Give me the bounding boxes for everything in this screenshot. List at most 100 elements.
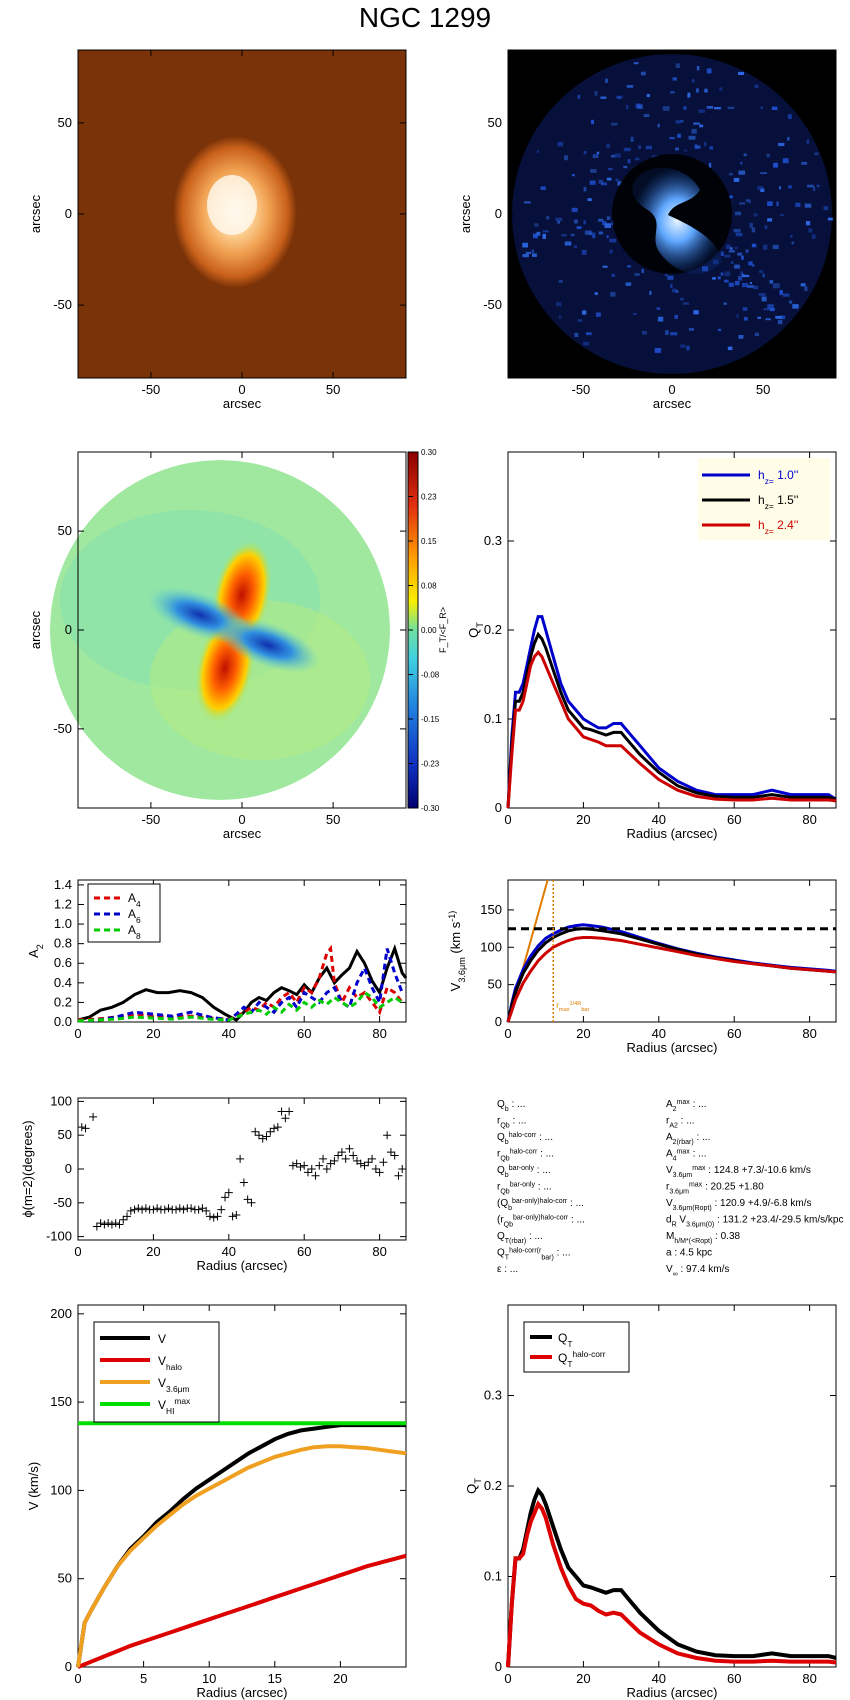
y-tick-label: 0 bbox=[495, 1014, 502, 1029]
residual-speckle bbox=[763, 244, 768, 250]
x-tick-label: 80 bbox=[372, 1244, 386, 1259]
residual-speckle bbox=[675, 147, 679, 151]
x-tick-label: -50 bbox=[141, 382, 160, 397]
residual-speckle bbox=[571, 174, 575, 177]
panel-qt-profiles: 0 20 40 60 80 0 0.1 0.2 0.3 Radius (arcsec) QT hz= … bbox=[466, 451, 837, 841]
residual-speckle bbox=[582, 310, 587, 315]
residual-speckle bbox=[606, 216, 611, 220]
phase-point bbox=[209, 1213, 218, 1222]
phase-point bbox=[123, 1212, 132, 1221]
y-tick-label: 100 bbox=[480, 939, 502, 954]
residual-speckle bbox=[761, 296, 767, 302]
x-axis-label: arcsec bbox=[653, 396, 692, 411]
x-axis-label: Radius (arcsec) bbox=[196, 1258, 287, 1273]
panel-residual-image: -50 0 50 -50 0 50 arcsec arcsec bbox=[458, 49, 837, 411]
info-left-line: QT(rbar) : ... bbox=[497, 1231, 543, 1245]
residual-speckle bbox=[730, 261, 734, 264]
info-right-column: A2max : ... rA2 : ... A2(rbar) : ... A4max … bbox=[666, 1099, 843, 1278]
phase-point bbox=[175, 1204, 184, 1213]
plot-frame bbox=[77, 879, 407, 1023]
residual-speckle bbox=[728, 172, 733, 176]
y-axis-label: ϕ(m=2)(degrees) bbox=[20, 1120, 35, 1217]
residual-speckle bbox=[608, 167, 613, 171]
residual-speckle bbox=[694, 144, 698, 149]
residual-speckle bbox=[699, 124, 704, 128]
info-right-line: rA2 : ... bbox=[666, 1116, 695, 1130]
residual-speckle bbox=[696, 66, 700, 71]
residual-speckle bbox=[717, 276, 721, 280]
phase-point bbox=[119, 1215, 128, 1224]
phase-point bbox=[134, 1204, 143, 1213]
legend-label: hz= 1.5'' bbox=[758, 493, 798, 511]
x-tick-label: 20 bbox=[333, 1671, 347, 1686]
info-right-line: V∞ : 97.4 km/s bbox=[666, 1264, 729, 1278]
residual-speckle bbox=[651, 155, 658, 158]
x-tick-label: 0 bbox=[238, 382, 245, 397]
phase-point bbox=[349, 1151, 358, 1160]
phase-point bbox=[288, 1161, 297, 1170]
residual-speckle bbox=[630, 136, 634, 142]
info-right-line: A2max : ... bbox=[666, 1099, 706, 1113]
residual-speckle bbox=[627, 159, 631, 164]
residual-speckle bbox=[625, 282, 632, 286]
residual-speckle bbox=[728, 250, 735, 253]
residual-speckle bbox=[754, 332, 759, 336]
x-tick-label: 10 bbox=[202, 1671, 216, 1686]
legend-label: hz= 1.0'' bbox=[758, 468, 798, 486]
residual-speckle bbox=[674, 315, 678, 319]
residual-speckle bbox=[645, 145, 652, 150]
residual-speckle bbox=[589, 180, 596, 185]
residual-speckle bbox=[792, 304, 799, 309]
residual-speckle bbox=[706, 106, 714, 109]
residual-speckle bbox=[777, 319, 783, 325]
y-tick-label: 0.1 bbox=[484, 711, 502, 726]
residual-speckle bbox=[736, 314, 739, 318]
phase-point bbox=[232, 1210, 241, 1219]
y-tick-label: 50 bbox=[58, 1571, 72, 1586]
y-tick-label: 50 bbox=[488, 115, 502, 130]
residual-speckle bbox=[590, 169, 597, 173]
residual-speckle bbox=[765, 318, 771, 321]
y-axis-label: QT bbox=[466, 622, 485, 638]
residual-speckle bbox=[688, 135, 696, 140]
x-tick-label: 80 bbox=[802, 1671, 816, 1686]
info-left-line: Qbhalo-corr : ... bbox=[497, 1132, 553, 1146]
residual-speckle bbox=[739, 202, 746, 205]
residual-speckle bbox=[734, 211, 741, 216]
residual-speckle bbox=[729, 195, 733, 199]
legend-label: A6 bbox=[128, 907, 141, 925]
info-left-column: Qb : ... rQb : ... Qbhalo-corr : ... rQbhal… bbox=[497, 1099, 585, 1275]
residual-speckle bbox=[557, 141, 564, 147]
y-tick-label: 1.4 bbox=[54, 877, 72, 892]
phase-point bbox=[273, 1123, 282, 1132]
colorbar-tick-label: -0.08 bbox=[421, 671, 440, 680]
residual-speckle bbox=[571, 207, 578, 213]
residual-speckle bbox=[733, 228, 741, 233]
residual-speckle bbox=[672, 77, 677, 81]
fourier-series-line bbox=[77, 944, 404, 1022]
x-tick-label: 0 bbox=[74, 1671, 81, 1686]
torque-blue-lobe-right bbox=[215, 617, 321, 673]
residual-speckle bbox=[752, 264, 755, 267]
phase-point bbox=[322, 1165, 331, 1173]
phase-point bbox=[111, 1219, 120, 1228]
residual-speckle bbox=[675, 63, 680, 68]
phase-point bbox=[236, 1154, 245, 1163]
phase-point bbox=[149, 1205, 158, 1214]
residual-speckle bbox=[771, 106, 778, 110]
residual-speckle bbox=[600, 96, 607, 99]
y-axis-label: QT bbox=[464, 1478, 483, 1494]
y-tick-label: 0.2 bbox=[54, 994, 72, 1009]
phase-point bbox=[319, 1154, 328, 1163]
residual-speckle bbox=[724, 254, 731, 258]
residual-speckle bbox=[738, 170, 746, 175]
plot-frame bbox=[507, 879, 837, 1023]
residual-speckle bbox=[724, 279, 729, 283]
phase-point bbox=[213, 1212, 222, 1221]
y-tick-label: 50 bbox=[58, 1127, 72, 1142]
residual-speckle bbox=[664, 273, 668, 277]
residual-speckle bbox=[727, 346, 733, 351]
residual-speckle bbox=[564, 155, 569, 161]
residual-speckle bbox=[594, 91, 598, 96]
residual-speckle bbox=[684, 149, 687, 152]
